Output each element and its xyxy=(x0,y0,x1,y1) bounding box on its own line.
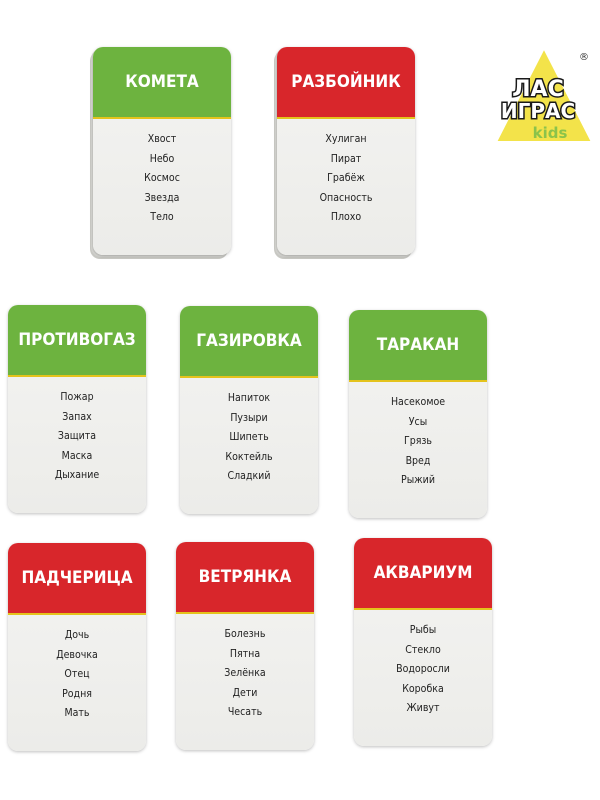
word-card: АКВАРИУМ Рыбы Стекло Водоросли Коробка Живут xyxy=(354,538,492,746)
card-word: Тело xyxy=(150,211,174,223)
logo-line3: kids xyxy=(533,124,568,142)
card-word: Пузыри xyxy=(230,411,268,424)
card-word: Защита xyxy=(57,430,97,442)
card-title: ГАЗИРОВКА xyxy=(180,306,318,378)
card-title: АКВАРИУМ xyxy=(354,538,492,610)
card-word: Пятна xyxy=(229,647,261,660)
card-word: Звезда xyxy=(144,191,180,204)
card-word: Рыжий xyxy=(401,474,435,486)
word-card: РАЗБОЙНИК Хулиган Пират Грабёж Опасность Плох… xyxy=(277,47,415,255)
word-card: ПРОТИВОГАЗ Пожар Запах Защита Маска Дыхание xyxy=(8,305,146,513)
card-word: Грязь xyxy=(403,435,433,447)
card-word: Насекомое xyxy=(390,396,446,408)
card-word: Водоросли xyxy=(396,663,450,675)
card-word: Сладкий xyxy=(227,470,271,482)
card-word: Болезнь xyxy=(224,628,266,640)
word-list: Хулиган Пират Грабёж Опасность Плохо xyxy=(277,119,415,228)
card-word: Девочка xyxy=(56,648,98,661)
card-word: Коктейль xyxy=(225,450,273,463)
word-list: Дочь Девочка Отец Родня Мать xyxy=(8,615,146,724)
card-word: Чесать xyxy=(227,706,263,718)
card-word: Грабёж xyxy=(327,172,365,184)
word-card: ПАДЧЕРИЦА Дочь Девочка Отец Родня Мать xyxy=(8,543,146,751)
word-list: Хвост Небо Космос Звезда Тело xyxy=(93,119,231,228)
card-word: Дыхание xyxy=(54,469,100,481)
card-word: Родня xyxy=(62,687,92,700)
card-word: Рыбы xyxy=(409,624,437,636)
card-title: ПРОТИВОГАЗ xyxy=(8,305,146,377)
card-word: Мать xyxy=(64,707,90,719)
card-word: Пират xyxy=(330,152,362,165)
card-word: Пожар xyxy=(60,391,94,403)
word-list: Пожар Запах Защита Маска Дыхание xyxy=(8,377,146,486)
word-list: Болезнь Пятна Зелёнка Дети Чесать xyxy=(176,614,314,723)
card-word: Опасность xyxy=(319,191,373,204)
card-word: Дочь xyxy=(64,629,90,641)
card-word: Зелёнка xyxy=(224,667,266,679)
card-title: КОМЕТА xyxy=(93,47,231,119)
card-word: Живут xyxy=(406,702,440,714)
card-word: Вред xyxy=(405,454,431,467)
logo-line1: ЛАС xyxy=(512,77,563,102)
card-word: Усы xyxy=(408,415,428,428)
card-word: Стекло xyxy=(405,643,441,656)
card-word: Шипеть xyxy=(229,431,269,443)
card-word: Отец xyxy=(64,668,90,680)
card-word: Плохо xyxy=(330,211,362,223)
word-card: ТАРАКАН Насекомое Усы Грязь Вред Рыжий xyxy=(349,310,487,518)
word-card: ВЕТРЯНКА Болезнь Пятна Зелёнка Дети Чесать xyxy=(176,542,314,750)
registered-mark: ® xyxy=(579,52,589,63)
word-list: Насекомое Усы Грязь Вред Рыжий xyxy=(349,382,487,491)
card-title: ПАДЧЕРИЦА xyxy=(8,543,146,615)
card-word: Хвост xyxy=(147,133,177,145)
card-word: Запах xyxy=(62,410,92,423)
word-card: ГАЗИРОВКА Напиток Пузыри Шипеть Коктейль Слад… xyxy=(180,306,318,514)
brand-logo: ЛАС ИГРАС kids ® xyxy=(494,44,598,148)
card-word: Маска xyxy=(61,449,93,462)
logo-line2: ИГРАС xyxy=(501,99,575,123)
card-word: Напиток xyxy=(227,392,271,404)
word-list: Напиток Пузыри Шипеть Коктейль Сладкий xyxy=(180,378,318,487)
card-word: Дети xyxy=(232,686,258,699)
card-title: ВЕТРЯНКА xyxy=(176,542,314,614)
card-word: Хулиган xyxy=(325,133,367,145)
card-word: Небо xyxy=(149,152,175,165)
card-title: ТАРАКАН xyxy=(349,310,487,382)
word-list: Рыбы Стекло Водоросли Коробка Живут xyxy=(354,610,492,719)
word-card: КОМЕТА Хвост Небо Космос Звезда Тело xyxy=(93,47,231,255)
card-title: РАЗБОЙНИК xyxy=(277,47,415,119)
card-word: Коробка xyxy=(402,682,444,695)
card-word: Космос xyxy=(144,172,180,184)
